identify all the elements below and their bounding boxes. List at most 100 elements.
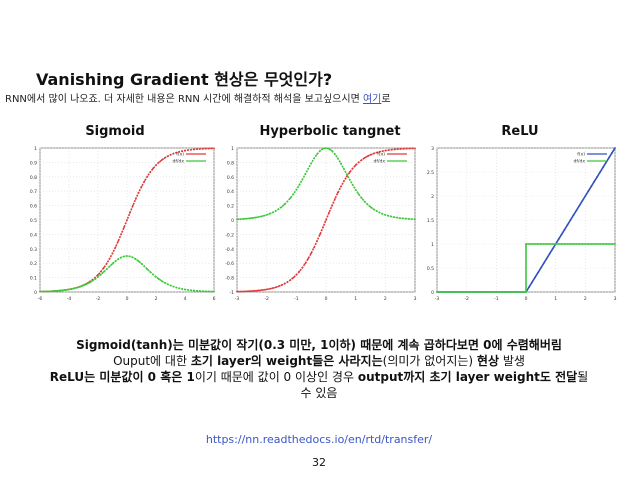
data-point — [566, 223, 569, 226]
data-point — [181, 150, 184, 153]
y-tick-label: 2 — [431, 194, 434, 200]
data-point — [283, 282, 286, 285]
data-point — [408, 218, 410, 220]
legend-label: df/dx — [173, 159, 185, 165]
data-point — [250, 290, 253, 292]
data-point — [342, 167, 345, 170]
data-point — [256, 216, 259, 219]
data-point — [172, 285, 175, 288]
data-point — [334, 153, 336, 156]
data-point — [242, 290, 244, 293]
data-point — [163, 157, 166, 159]
data-point — [331, 149, 333, 152]
data-point — [453, 291, 456, 293]
data-point — [289, 279, 292, 281]
legend-label: df/dx — [374, 159, 386, 165]
data-point — [587, 243, 590, 245]
reference-link[interactable]: https://nn.readthedocs.io/en/rtd/transfe… — [205, 433, 433, 446]
data-point — [486, 291, 489, 293]
data-point — [137, 260, 140, 263]
data-point — [525, 243, 527, 245]
data-point — [129, 255, 131, 258]
data-point — [155, 164, 157, 167]
data-point — [363, 200, 366, 203]
summary-line-3-c: output까지 초기 layer weight도 전달 — [357, 370, 578, 384]
data-point — [384, 214, 387, 216]
data-point — [411, 147, 413, 150]
y-tick-label: 0.4 — [30, 232, 37, 238]
data-point — [189, 148, 192, 151]
data-point — [195, 148, 198, 151]
intro-link[interactable]: 여기 — [362, 94, 382, 105]
y-tick-label: -0.4 — [225, 247, 234, 253]
data-point — [68, 288, 70, 291]
data-point — [504, 291, 507, 293]
data-point — [471, 291, 474, 293]
data-point — [239, 290, 241, 293]
data-point — [280, 206, 283, 208]
data-point — [542, 243, 545, 245]
x-tick-label: -2 — [96, 296, 101, 302]
data-point — [44, 290, 47, 293]
y-tick-label: 0.7 — [30, 189, 37, 195]
data-point — [295, 273, 298, 276]
sigmoid-chart: 0 0.1 0.2 0.3 0.4 0.5 0.6 0.7 0.8 0.9 1 -6 -4 -2 0 2 4 6 f… — [30, 146, 216, 302]
data-point — [602, 166, 605, 169]
data-point — [411, 218, 413, 221]
y-tick-label: -0.6 — [225, 261, 234, 267]
summary-line-2-c: (의미가 없어지는) — [382, 354, 477, 368]
data-point — [507, 291, 510, 293]
data-point — [578, 243, 581, 245]
data-point — [501, 291, 504, 293]
data-point — [42, 290, 44, 293]
data-point — [414, 218, 416, 221]
relu-chart: 0 0.5 1 1.5 2 2.5 3 -3 -2 -1 0 1 2 3 f(x)df/dx — [427, 146, 617, 302]
data-point — [250, 217, 253, 219]
data-point — [611, 151, 613, 154]
data-point — [614, 243, 616, 245]
data-point — [146, 268, 149, 271]
summary-line-3-d: 될 — [577, 370, 589, 384]
data-point — [354, 188, 357, 191]
data-point — [277, 208, 280, 211]
data-point — [247, 290, 250, 293]
x-tick-label: 2 — [584, 296, 587, 302]
data-point — [408, 147, 410, 150]
data-point — [213, 147, 215, 150]
y-tick-label: 0.8 — [30, 175, 37, 181]
data-point — [336, 191, 339, 194]
data-point — [375, 210, 378, 212]
data-point — [319, 149, 321, 152]
intro-text: RNN에서 많이 나오죠. 더 자세한 내용은 RNN 시간에 해결하적 해석을… — [5, 90, 391, 105]
data-point — [65, 289, 67, 291]
data-point — [271, 287, 274, 290]
data-point — [439, 291, 441, 293]
data-point — [539, 267, 542, 269]
data-point — [587, 190, 590, 193]
data-point — [143, 180, 146, 183]
data-point — [172, 152, 175, 155]
data-point — [114, 260, 117, 263]
data-point — [289, 197, 292, 199]
data-point — [253, 216, 256, 219]
data-point — [210, 147, 213, 150]
data-point — [280, 284, 283, 287]
data-point — [50, 290, 53, 293]
data-point — [599, 243, 602, 245]
data-point — [378, 211, 381, 214]
data-point — [47, 290, 50, 293]
data-point — [345, 175, 348, 178]
data-point — [155, 275, 157, 278]
data-point — [336, 157, 339, 160]
data-point — [143, 265, 146, 268]
data-point — [310, 162, 313, 165]
y-tick-label: 0.4 — [227, 189, 234, 195]
data-point — [97, 275, 99, 278]
data-point — [575, 243, 578, 245]
data-point — [39, 290, 41, 293]
data-point — [307, 257, 310, 260]
data-point — [536, 243, 539, 245]
x-tick-label: 2 — [155, 296, 158, 302]
data-point — [477, 291, 480, 293]
data-point — [534, 276, 536, 279]
